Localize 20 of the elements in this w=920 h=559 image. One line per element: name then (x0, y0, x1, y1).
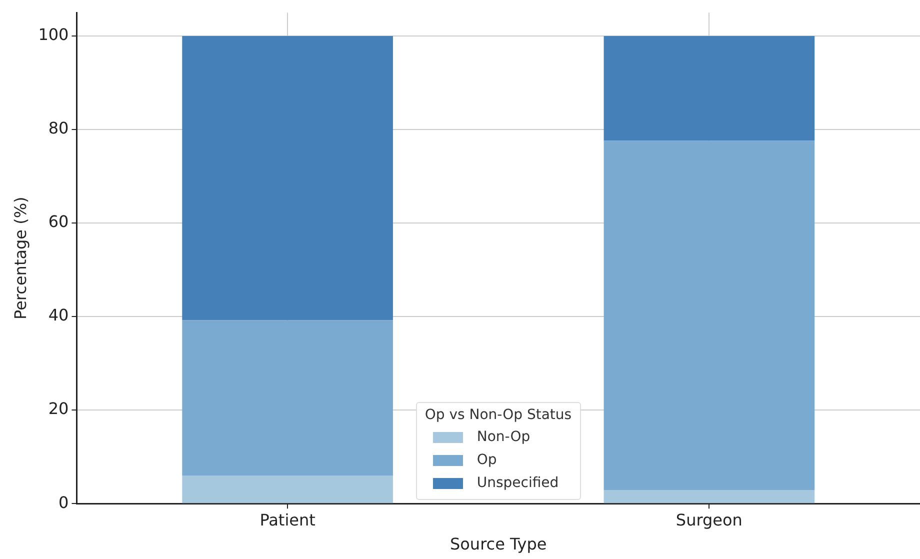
legend-label: Non-Op (476, 429, 530, 446)
legend-label: Op (476, 452, 497, 468)
y-tick-label: 0 (58, 492, 69, 512)
bar (182, 320, 393, 476)
x-tick-label: Surgeon (676, 510, 742, 530)
bar (604, 490, 815, 504)
bar (182, 36, 393, 320)
bar (604, 36, 815, 141)
y-tick-label: 20 (48, 399, 69, 418)
y-tick-label: 80 (48, 118, 69, 138)
legend-label: Unspecified (476, 475, 559, 492)
bar (604, 140, 815, 490)
legend-title: Op vs Non-Op Status (424, 406, 572, 423)
y-axis-title: Percentage (%) (10, 196, 30, 320)
x-tick-label: Patient (260, 510, 316, 530)
x-axis-title: Source Type (450, 534, 547, 554)
bar (182, 476, 393, 504)
y-tick-label: 40 (48, 306, 69, 325)
y-tick-label: 60 (48, 212, 69, 232)
y-tick-label: 100 (38, 25, 69, 44)
